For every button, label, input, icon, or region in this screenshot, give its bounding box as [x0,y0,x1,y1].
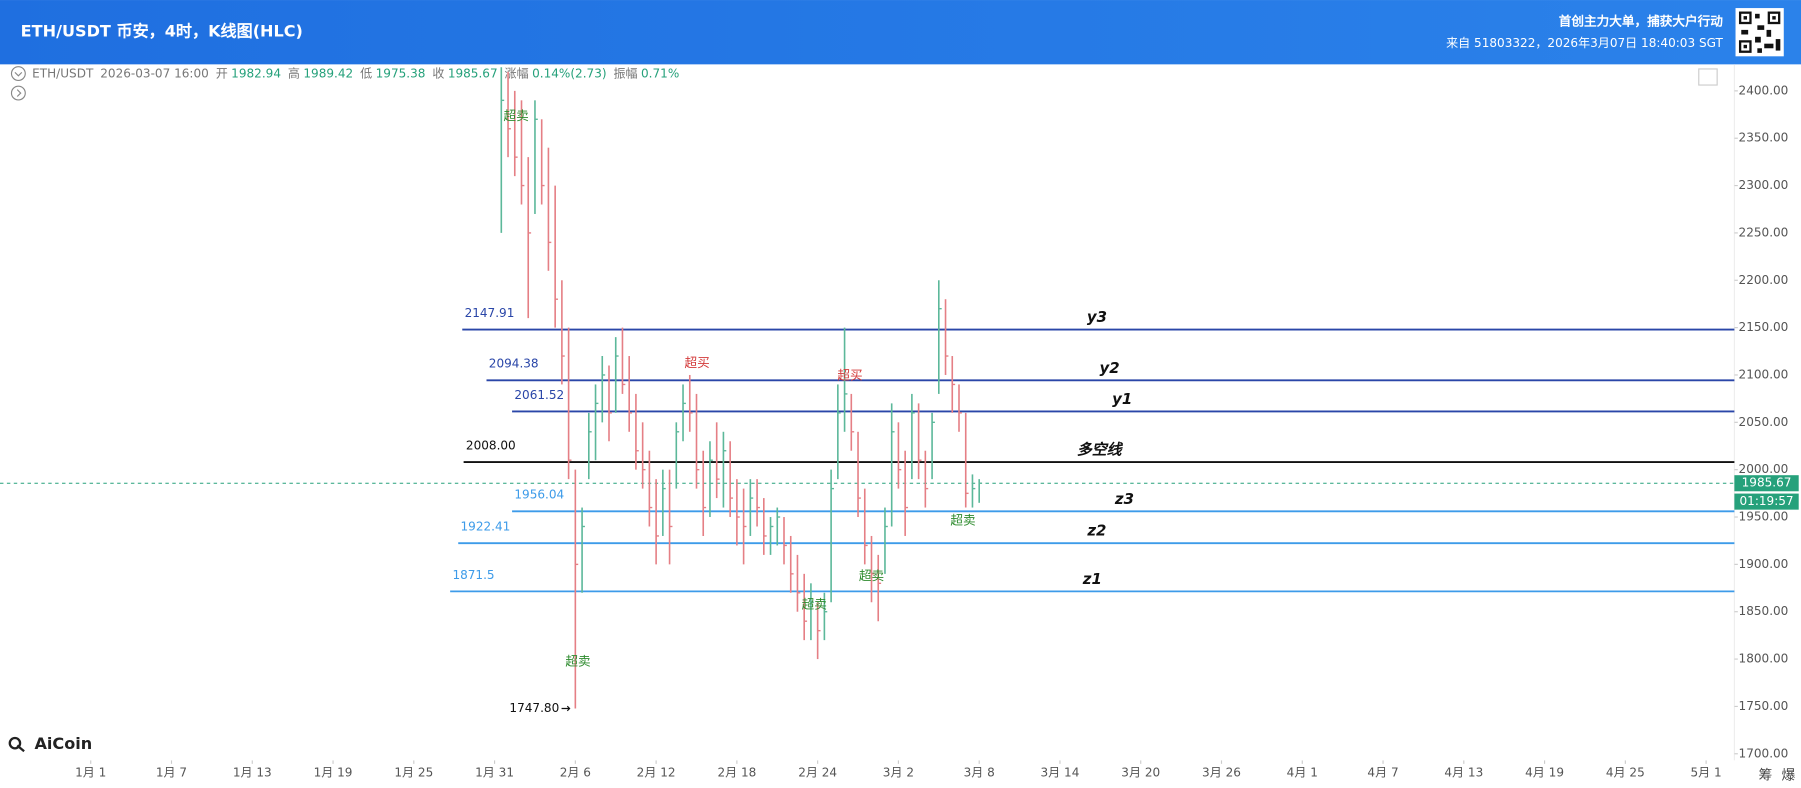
x-tick-label: 1月 13 [233,766,272,780]
x-tick-label: 1月 31 [475,766,514,780]
x-tick-label: 4月 7 [1367,766,1398,780]
y-tick-label: 1800.00 [1739,652,1789,666]
x-tick-label: 4月 19 [1525,766,1564,780]
info-symbol: ETH/USDT [32,66,94,80]
y-tick-label: 1850.00 [1739,604,1789,618]
y-tick-label: 1950.00 [1739,510,1789,524]
level-name: z3 [1114,490,1134,508]
info-value: 1975.38 [376,66,426,80]
y-tick-label: 2000.00 [1739,462,1789,476]
toolbar-icons[interactable] [10,66,1718,101]
y-tick-label: 2200.00 [1739,273,1789,287]
x-tick-label: 4月 1 [1287,766,1318,780]
level-value-label: 1956.04 [514,488,564,502]
signal-label: 超卖 [859,568,884,583]
info-label: 低 [360,66,372,80]
info-value: 1982.94 [231,66,281,80]
x-tick-label: 3月 8 [964,766,995,780]
countdown-box [1734,493,1799,510]
header-title: ETH/USDT 币安，4时，K线图(HLC) [21,22,303,41]
signal-label: 超卖 [950,512,975,527]
info-label: 收 [432,66,444,80]
header-source: 来自 51803322，2026年3月07日 18:40:03 SGT [1446,36,1723,50]
header-slogan: 首创主力大单，捕获大户行动 [1559,13,1723,28]
signal-label: 超买 [837,367,862,382]
level-value-label: 2008.00 [466,439,516,453]
x-tick-label: 3月 26 [1202,766,1241,780]
x-tick-label: 1月 7 [156,766,187,780]
y-tick-label: 2250.00 [1739,225,1789,239]
info-value: 0.14%(2.73) [532,66,607,80]
level-value-label: 2147.91 [465,306,515,320]
level-name: y3 [1087,308,1107,326]
x-tick-label: 1月 1 [75,766,106,780]
x-tick-label: 4月 25 [1606,766,1645,780]
signal-label: 超卖 [565,653,590,668]
y-tick-label: 1900.00 [1739,557,1789,571]
signal-label: 超买 [685,355,710,370]
level-name: z2 [1086,522,1106,540]
low-marker-arrow [561,705,571,712]
x-tick-label: 2月 12 [637,766,676,780]
level-value-label: 1871.5 [452,568,494,582]
qr-code [1735,8,1784,57]
level-value-label: 2094.38 [489,357,539,371]
signal-label: 超卖 [802,597,827,612]
x-tick-label: 3月 20 [1121,766,1160,780]
signal-label: 超卖 [503,108,528,123]
level-name: y2 [1099,359,1119,377]
y-tick-label: 2150.00 [1739,320,1789,334]
x-tick-label: 2月 6 [560,766,591,780]
y-tick-label: 2350.00 [1739,131,1789,145]
info-line: ETH/USDT 2026-03-07 16:00 开 1982.94 高 1989.42… [32,65,679,80]
info-date: 2026-03-07 16:00 [100,66,209,80]
low-marker-label: 1747.80 [509,701,559,715]
x-tick-label: 3月 2 [883,766,914,780]
header-bar [0,0,1801,65]
x-tick-label: 2月 18 [717,766,756,780]
last-price-box [1734,475,1799,492]
info-label: 振幅 [613,65,637,80]
y-tick-label: 1750.00 [1739,699,1789,713]
info-label: 高 [288,65,300,80]
info-value: 1985.67 [448,66,498,80]
tool-button[interactable]: 爆 [1781,767,1795,783]
y-tick-label: 2300.00 [1739,178,1789,192]
last-price-label: 1985.67 [1742,476,1792,490]
countdown-label: 01:19:57 [1739,494,1793,508]
x-tick-label: 2月 24 [798,766,837,780]
x-tick-label: 3月 14 [1041,766,1080,780]
y-tick-label: 2050.00 [1739,415,1789,429]
x-tick-label: 1月 25 [394,766,433,780]
x-tick-label: 5月 1 [1691,766,1722,780]
brand [8,736,25,753]
level-name: z1 [1082,570,1102,588]
level-value-label: 2061.52 [514,388,564,402]
info-label: 涨幅 [505,65,529,80]
y-tick-label: 2100.00 [1739,367,1789,381]
level-name: 多空线 [1077,441,1124,459]
x-tick-label: 1月 19 [314,766,353,780]
level-value-label: 1922.41 [461,520,511,534]
info-value: 0.71% [641,66,679,80]
tool-button[interactable]: 筹 [1759,766,1773,783]
brand-name: AiCoin [34,734,92,753]
level-name: y1 [1112,390,1132,408]
y-tick-label: 2400.00 [1739,83,1789,97]
info-value: 1989.42 [303,66,353,80]
y-tick-label: 1700.00 [1739,746,1789,760]
info-label: 开 [216,66,228,80]
x-tick-label: 4月 13 [1444,766,1483,780]
